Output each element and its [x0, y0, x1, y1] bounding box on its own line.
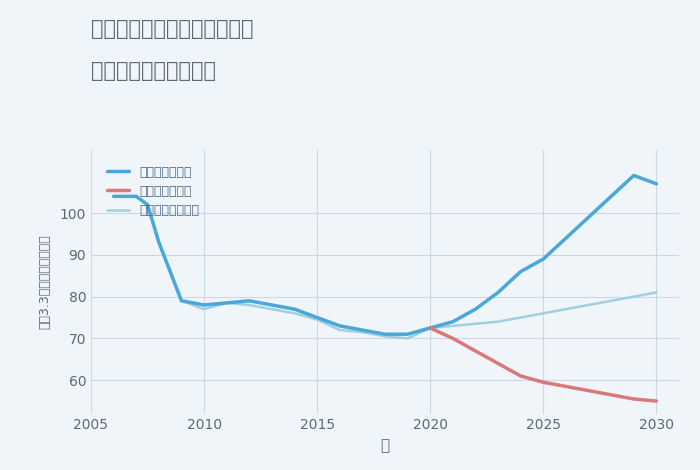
Legend: グッドシナリオ, バッドシナリオ, ノーマルシナリオ: グッドシナリオ, バッドシナリオ, ノーマルシナリオ — [103, 162, 203, 221]
グッドシナリオ — [144, 202, 152, 208]
ノーマルシナリオ — [132, 194, 141, 199]
グッドシナリオ — [539, 256, 547, 262]
ノーマルシナリオ — [652, 290, 661, 295]
ノーマルシナリオ — [539, 311, 547, 316]
ノーマルシナリオ — [471, 321, 480, 327]
グッドシナリオ — [313, 315, 321, 321]
Text: 中古戸建ての価格推移: 中古戸建ての価格推移 — [91, 61, 216, 81]
グッドシナリオ — [517, 269, 525, 274]
ノーマルシナリオ — [358, 329, 367, 335]
X-axis label: 年: 年 — [380, 438, 390, 453]
ノーマルシナリオ — [245, 302, 253, 308]
ノーマルシナリオ — [449, 323, 457, 329]
ノーマルシナリオ — [629, 294, 638, 299]
グッドシナリオ — [471, 306, 480, 312]
グッドシナリオ — [449, 319, 457, 324]
グッドシナリオ — [155, 240, 163, 245]
バッドシナリオ — [471, 348, 480, 354]
グッドシナリオ — [494, 290, 503, 295]
ノーマルシナリオ — [109, 194, 118, 199]
バッドシナリオ — [539, 379, 547, 385]
グッドシナリオ — [177, 298, 186, 304]
ノーマルシナリオ — [313, 317, 321, 322]
Y-axis label: 坪（3.3㎡）単価（万円）: 坪（3.3㎡）単価（万円） — [38, 235, 51, 329]
ノーマルシナリオ — [155, 240, 163, 245]
グッドシナリオ — [403, 331, 412, 337]
Line: グッドシナリオ: グッドシナリオ — [113, 175, 657, 334]
Line: ノーマルシナリオ: ノーマルシナリオ — [113, 196, 657, 338]
グッドシナリオ — [358, 327, 367, 333]
ノーマルシナリオ — [403, 336, 412, 341]
グッドシナリオ — [629, 172, 638, 178]
バッドシナリオ — [629, 396, 638, 402]
Line: バッドシナリオ: バッドシナリオ — [430, 328, 657, 401]
ノーマルシナリオ — [144, 202, 152, 208]
グッドシナリオ — [652, 181, 661, 187]
ノーマルシナリオ — [494, 319, 503, 324]
ノーマルシナリオ — [584, 302, 593, 308]
バッドシナリオ — [426, 325, 435, 331]
バッドシナリオ — [561, 384, 570, 389]
ノーマルシナリオ — [517, 315, 525, 321]
グッドシナリオ — [200, 302, 209, 308]
グッドシナリオ — [132, 194, 141, 199]
バッドシナリオ — [652, 398, 661, 404]
ノーマルシナリオ — [290, 311, 299, 316]
ノーマルシナリオ — [177, 298, 186, 304]
ノーマルシナリオ — [223, 300, 231, 306]
ノーマルシナリオ — [426, 325, 435, 331]
ノーマルシナリオ — [607, 298, 615, 304]
バッドシナリオ — [584, 388, 593, 393]
ノーマルシナリオ — [381, 334, 389, 339]
グッドシナリオ — [607, 194, 615, 199]
グッドシナリオ — [426, 325, 435, 331]
ノーマルシナリオ — [561, 306, 570, 312]
Text: 三重県津市安濃町田端上野の: 三重県津市安濃町田端上野の — [91, 19, 253, 39]
ノーマルシナリオ — [200, 306, 209, 312]
バッドシナリオ — [449, 336, 457, 341]
バッドシナリオ — [517, 373, 525, 379]
ノーマルシナリオ — [335, 327, 344, 333]
グッドシナリオ — [267, 302, 276, 308]
グッドシナリオ — [223, 300, 231, 306]
グッドシナリオ — [335, 323, 344, 329]
グッドシナリオ — [584, 214, 593, 220]
グッドシナリオ — [245, 298, 253, 304]
グッドシナリオ — [561, 235, 570, 241]
グッドシナリオ — [290, 306, 299, 312]
グッドシナリオ — [381, 331, 389, 337]
バッドシナリオ — [607, 392, 615, 398]
ノーマルシナリオ — [267, 306, 276, 312]
グッドシナリオ — [109, 194, 118, 199]
バッドシナリオ — [494, 360, 503, 366]
